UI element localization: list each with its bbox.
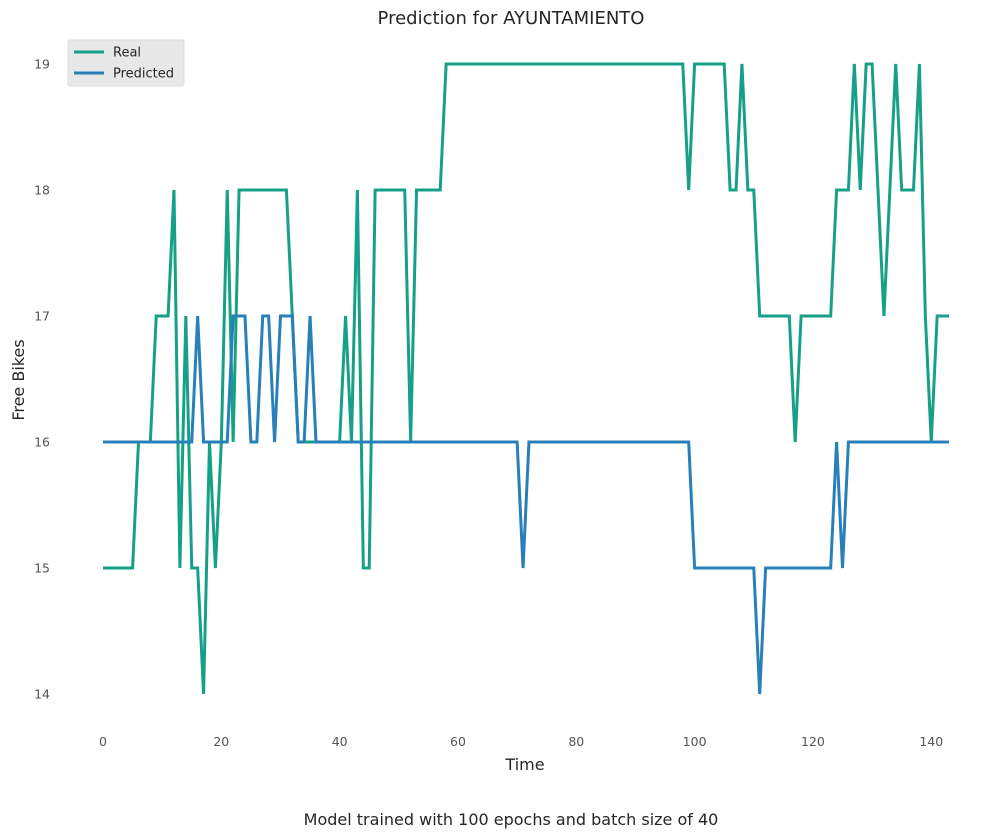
- y-tick-label: 19: [34, 57, 50, 72]
- x-axis-ticks: 0 20 40 60 80 100 120 140: [99, 734, 943, 749]
- legend-label-real: Real: [113, 46, 141, 61]
- y-tick-label: 15: [34, 561, 50, 576]
- series-line-real: [103, 62, 949, 695]
- x-tick-label: 0: [99, 734, 107, 749]
- legend-label-predicted: Predicted: [113, 67, 174, 82]
- x-tick-label: 120: [801, 734, 825, 749]
- y-tick-label: 18: [34, 183, 50, 198]
- y-tick-label: 17: [34, 309, 50, 324]
- x-tick-label: 100: [683, 734, 707, 749]
- x-tick-label: 40: [332, 734, 348, 749]
- x-axis-label: Time: [504, 755, 544, 774]
- y-axis-ticks: 14 15 16 17 18 19: [34, 57, 50, 702]
- x-tick-label: 60: [450, 734, 466, 749]
- y-axis-label: Free Bikes: [9, 339, 28, 420]
- legend: Real Predicted: [67, 39, 185, 87]
- chart-caption: Model trained with 100 epochs and batch …: [304, 810, 719, 829]
- x-tick-label: 140: [919, 734, 943, 749]
- x-tick-label: 80: [568, 734, 584, 749]
- plot-area: [103, 62, 949, 695]
- y-tick-label: 14: [34, 687, 50, 702]
- x-tick-label: 20: [213, 734, 229, 749]
- y-tick-label: 16: [34, 435, 50, 450]
- chart-title: Prediction for AYUNTAMIENTO: [378, 8, 645, 29]
- series-line-predicted: [103, 314, 949, 695]
